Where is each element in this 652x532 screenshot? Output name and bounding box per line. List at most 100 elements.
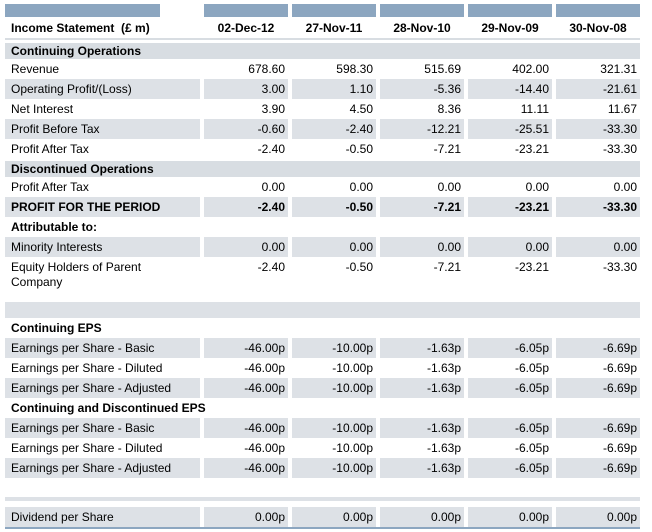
column-header-date: 27-Nov-11 — [305, 20, 363, 35]
value-cell: 0.00p — [292, 507, 376, 527]
table-row: PROFIT FOR THE PERIOD -2.40 -0.50 -7.21 -23.… — [5, 197, 640, 217]
value-cell: 0.00 — [380, 237, 464, 257]
row-label: Operating Profit/(Loss) — [5, 79, 200, 99]
row-gap — [5, 478, 640, 497]
row-label: Profit After Tax — [11, 180, 89, 194]
value-cell: -6.69p — [602, 441, 637, 455]
value-cell: 0.00p — [380, 507, 464, 527]
value-cell: 321.31 — [600, 62, 637, 76]
value-cell: -2.40 — [257, 142, 285, 156]
value-cell: -12.21 — [380, 119, 464, 139]
value-cell: -46.00p — [244, 361, 285, 375]
row-label: Minority Interests — [5, 237, 200, 257]
sub-section-header-row: Continuing and Discontinued EPS — [5, 398, 640, 418]
table-row: Profit After Tax -2.40 -0.50 -7.21 -23.21 -33… — [5, 139, 640, 159]
value-cell: -2.40 — [292, 119, 376, 139]
value-cell: -46.00p — [204, 418, 288, 438]
value-cell: -6.05p — [514, 361, 549, 375]
value-cell: -10.00p — [292, 458, 376, 478]
value-cell: -7.21 — [433, 260, 461, 274]
spacer-band — [5, 497, 640, 501]
header-bar — [5, 4, 640, 17]
row-label: Equity Holders of Parent Company — [11, 260, 142, 289]
value-cell: -1.63p — [380, 338, 464, 358]
row-label: Profit After Tax — [11, 142, 89, 156]
value-cell: -1.63p — [380, 378, 464, 398]
row-label: PROFIT FOR THE PERIOD — [5, 197, 200, 217]
value-cell: 0.00 — [261, 180, 285, 194]
value-cell: 4.50 — [349, 102, 373, 116]
value-cell: -6.69p — [556, 378, 640, 398]
value-cell: -23.21 — [514, 260, 549, 274]
value-cell: -6.69p — [556, 338, 640, 358]
value-cell: 0.00 — [349, 180, 373, 194]
value-cell: -1.63p — [426, 441, 461, 455]
income-statement: Income Statement (£ m) 02-Dec-12 27-Nov-11… — [1, 4, 644, 529]
header-bar-segment — [292, 4, 376, 17]
column-header-date: 29-Nov-09 — [481, 20, 539, 35]
row-label: Net Interest — [11, 102, 74, 116]
value-cell: -2.40 — [204, 197, 288, 217]
row-label: Earnings per Share - Adjusted — [5, 458, 200, 478]
table-row: Revenue 678.60 598.30 515.69 402.00 321.31 — [5, 59, 640, 79]
table-row: Earnings per Share - Adjusted -46.00p -10.… — [5, 378, 640, 398]
row-gap-cell — [5, 478, 640, 497]
bottom-rule — [5, 527, 640, 529]
value-cell: -6.05p — [468, 418, 552, 438]
value-cell: -46.00p — [244, 441, 285, 455]
value-cell: -10.00p — [292, 418, 376, 438]
value-cell: -6.69p — [602, 361, 637, 375]
value-cell: -33.30 — [602, 142, 637, 156]
value-cell: 0.00 — [468, 237, 552, 257]
value-cell: -10.00p — [332, 361, 373, 375]
header-underline-row — [5, 38, 640, 40]
row-label: Earnings per Share - Diluted — [11, 441, 163, 455]
value-cell: -23.21 — [514, 142, 549, 156]
sub-section-header: Continuing and Discontinued EPS — [11, 401, 206, 415]
table-row: Equity Holders of Parent Company -2.40 -0.… — [5, 257, 640, 298]
section-header-row: Discontinued Operations — [5, 161, 640, 177]
value-cell: 0.00p — [468, 507, 552, 527]
value-cell: -0.60 — [204, 119, 288, 139]
value-cell: 0.00p — [204, 507, 288, 527]
header-bar-segment — [380, 4, 464, 17]
value-cell: -0.50 — [292, 197, 376, 217]
value-cell: -1.63p — [426, 361, 461, 375]
column-header-date: 02-Dec-12 — [217, 20, 275, 35]
column-header-row: Income Statement (£ m) 02-Dec-12 27-Nov-11… — [5, 17, 640, 38]
table-row: Operating Profit/(Loss) 3.00 1.10 -5.36 -14.… — [5, 79, 640, 99]
value-cell: 1.10 — [292, 79, 376, 99]
value-cell: -14.40 — [468, 79, 552, 99]
value-cell: -5.36 — [380, 79, 464, 99]
spacer-band-row — [5, 497, 640, 501]
value-cell: -6.05p — [468, 458, 552, 478]
row-label: Earnings per Share - Adjusted — [5, 378, 200, 398]
value-cell: -6.05p — [468, 378, 552, 398]
header-bar-segment — [556, 4, 640, 17]
value-cell: -21.61 — [556, 79, 640, 99]
value-cell: -46.00p — [204, 378, 288, 398]
value-cell: 598.30 — [336, 62, 373, 76]
row-label: Dividend per Share — [5, 507, 200, 527]
table-row: Profit Before Tax -0.60 -2.40 -12.21 -25.51-… — [5, 119, 640, 139]
value-cell: 0.00 — [437, 180, 461, 194]
value-cell: -23.21 — [468, 197, 552, 217]
value-cell: -10.00p — [332, 441, 373, 455]
value-cell: 3.90 — [261, 102, 285, 116]
table-row: Dividend per Share 0.00p 0.00p 0.00p 0.00p 0.… — [5, 507, 640, 527]
value-cell: -7.21 — [433, 142, 461, 156]
value-cell: -33.30 — [556, 119, 640, 139]
value-cell: -6.69p — [556, 418, 640, 438]
value-cell: -33.30 — [602, 260, 637, 274]
table-row: Earnings per Share - Adjusted -46.00p -10.… — [5, 458, 640, 478]
header-bar-segment — [204, 4, 288, 17]
value-cell: -25.51 — [468, 119, 552, 139]
row-label: Earnings per Share - Basic — [5, 418, 200, 438]
value-cell: 0.00 — [292, 237, 376, 257]
value-cell: -46.00p — [204, 458, 288, 478]
row-label: Earnings per Share - Basic — [5, 338, 200, 358]
table-title: Income Statement (£ m) — [11, 20, 150, 35]
value-cell: -6.69p — [556, 458, 640, 478]
value-cell: -7.21 — [380, 197, 464, 217]
